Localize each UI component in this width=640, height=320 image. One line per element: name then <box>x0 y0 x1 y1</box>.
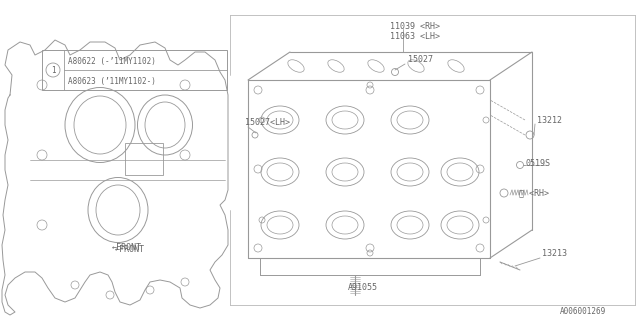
Text: 1: 1 <box>51 66 55 75</box>
Text: 13213: 13213 <box>542 249 567 258</box>
Bar <box>125 143 163 175</box>
Text: ←FRONT: ←FRONT <box>115 245 145 254</box>
Text: 0519S: 0519S <box>526 158 551 167</box>
Text: ←FRONT: ←FRONT <box>112 244 142 252</box>
Text: A80622 (-’11MY1102): A80622 (-’11MY1102) <box>68 57 156 66</box>
Text: 15027<LH>: 15027<LH> <box>245 117 290 126</box>
Text: A006001269: A006001269 <box>560 308 606 316</box>
Text: 11039 <RH>
11063 <LH>: 11039 <RH> 11063 <LH> <box>390 22 440 41</box>
Text: A91055: A91055 <box>348 283 378 292</box>
Text: A80623 (’11MY1102-): A80623 (’11MY1102-) <box>68 76 156 85</box>
Bar <box>42 50 227 90</box>
Text: ① <RH>: ① <RH> <box>519 188 549 197</box>
Text: 13212: 13212 <box>537 116 562 124</box>
Text: 15027: 15027 <box>408 54 433 63</box>
